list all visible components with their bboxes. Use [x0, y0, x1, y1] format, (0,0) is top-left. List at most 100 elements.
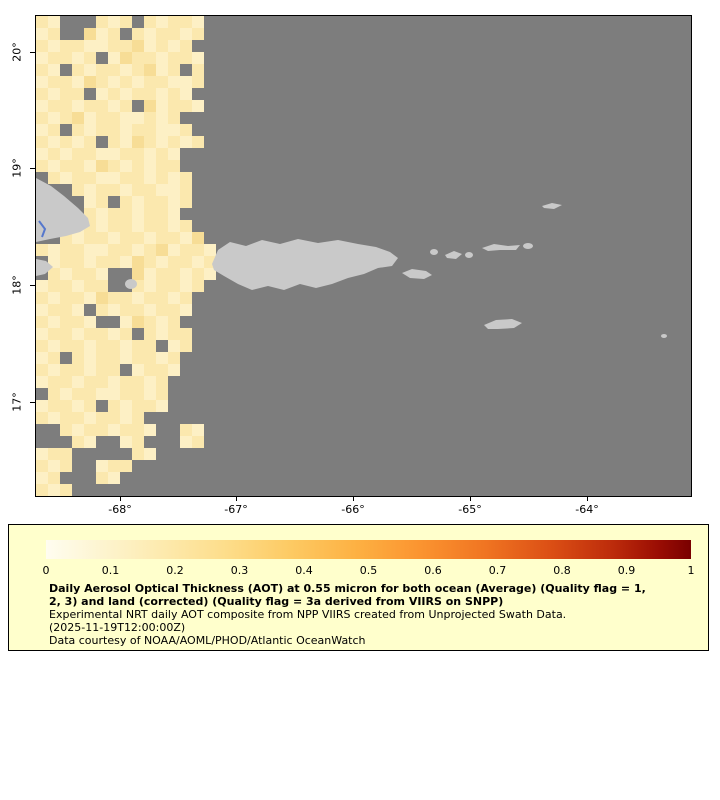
aot-data-cell	[36, 88, 48, 100]
aot-data-cell	[60, 412, 72, 424]
aot-data-cell	[192, 64, 204, 76]
aot-data-cell	[60, 292, 72, 304]
aot-data-cell	[156, 400, 168, 412]
aot-data-cell	[192, 28, 204, 40]
aot-data-cell	[96, 460, 108, 472]
aot-data-cell	[168, 100, 180, 112]
caption-credit: Data courtesy of NOAA/AOML/PHOD/Atlantic…	[49, 634, 366, 647]
aot-data-cell	[144, 388, 156, 400]
aot-data-cell	[132, 340, 144, 352]
aot-data-cell	[72, 400, 84, 412]
island-puerto-rico	[212, 239, 398, 290]
aot-data-cell	[144, 28, 156, 40]
aot-data-cell	[168, 88, 180, 100]
aot-data-cell	[108, 208, 120, 220]
aot-data-cell	[48, 280, 60, 292]
aot-data-cell	[180, 184, 192, 196]
aot-data-cell	[108, 460, 120, 472]
aot-data-cell	[168, 208, 180, 220]
aot-data-cell	[96, 232, 108, 244]
aot-data-cell	[84, 412, 96, 424]
aot-data-cell	[96, 16, 108, 28]
island-virgin-gorda	[523, 243, 533, 249]
latitude-tick-mark	[30, 168, 35, 169]
aot-data-cell	[84, 160, 96, 172]
aot-data-cell	[132, 388, 144, 400]
aot-data-cell	[120, 388, 132, 400]
aot-data-cell	[60, 460, 72, 472]
aot-data-cell	[108, 376, 120, 388]
colorbar-tick-label: 0.6	[424, 564, 442, 577]
aot-data-cell	[120, 208, 132, 220]
colorbar-tick-label: 0.8	[553, 564, 571, 577]
aot-data-cell	[108, 472, 120, 484]
aot-data-cell	[168, 328, 180, 340]
aot-data-cell	[96, 184, 108, 196]
aot-data-cell	[108, 244, 120, 256]
aot-data-cell	[168, 16, 180, 28]
aot-data-cell	[96, 256, 108, 268]
aot-data-cell	[144, 292, 156, 304]
aot-data-cell	[156, 280, 168, 292]
aot-data-cell	[168, 292, 180, 304]
aot-data-cell	[132, 148, 144, 160]
aot-data-cell	[36, 28, 48, 40]
aot-data-cell	[180, 232, 192, 244]
aot-data-cell	[48, 124, 60, 136]
aot-data-cell	[84, 436, 96, 448]
aot-data-cell	[108, 172, 120, 184]
aot-data-cell	[60, 424, 72, 436]
aot-data-cell	[180, 256, 192, 268]
aot-data-cell	[120, 316, 132, 328]
aot-data-cell	[144, 124, 156, 136]
aot-data-cell	[96, 340, 108, 352]
aot-data-cell	[48, 112, 60, 124]
aot-data-cell	[48, 64, 60, 76]
aot-colorbar	[46, 540, 691, 559]
aot-data-cell	[96, 244, 108, 256]
aot-data-cell	[60, 256, 72, 268]
colorbar-tick-label: 0.4	[295, 564, 313, 577]
longitude-tick-mark	[353, 496, 354, 501]
aot-data-cell	[48, 160, 60, 172]
aot-data-cell	[120, 244, 132, 256]
aot-data-cell	[108, 388, 120, 400]
aot-data-cell	[72, 172, 84, 184]
aot-data-cell	[180, 28, 192, 40]
aot-data-cell	[156, 100, 168, 112]
aot-data-cell	[144, 304, 156, 316]
aot-data-cell	[132, 28, 144, 40]
aot-data-cell	[72, 148, 84, 160]
aot-data-cell	[48, 460, 60, 472]
aot-data-cell	[120, 292, 132, 304]
aot-data-cell	[120, 160, 132, 172]
aot-data-cell	[180, 244, 192, 256]
aot-data-cell	[156, 40, 168, 52]
aot-data-cell	[144, 172, 156, 184]
aot-data-cell	[168, 184, 180, 196]
aot-data-cell	[132, 184, 144, 196]
aot-data-cell	[156, 328, 168, 340]
aot-data-cell	[180, 136, 192, 148]
aot-data-cell	[108, 400, 120, 412]
aot-data-cell	[144, 316, 156, 328]
aot-data-cell	[156, 64, 168, 76]
aot-data-cell	[72, 232, 84, 244]
aot-data-cell	[108, 184, 120, 196]
aot-data-cell	[120, 400, 132, 412]
aot-data-cell	[36, 148, 48, 160]
aot-data-cell	[108, 412, 120, 424]
aot-data-cell	[48, 256, 60, 268]
aot-data-cell	[96, 112, 108, 124]
aot-data-cell	[132, 40, 144, 52]
aot-data-cell	[144, 280, 156, 292]
aot-data-cell	[180, 220, 192, 232]
aot-data-cell	[84, 340, 96, 352]
aot-data-cell	[144, 112, 156, 124]
aot-data-cell	[168, 352, 180, 364]
colorbar-tick-label: 0.3	[230, 564, 249, 577]
aot-data-cell	[84, 172, 96, 184]
aot-data-cell	[120, 100, 132, 112]
aot-data-cell	[60, 388, 72, 400]
aot-data-cell	[48, 352, 60, 364]
